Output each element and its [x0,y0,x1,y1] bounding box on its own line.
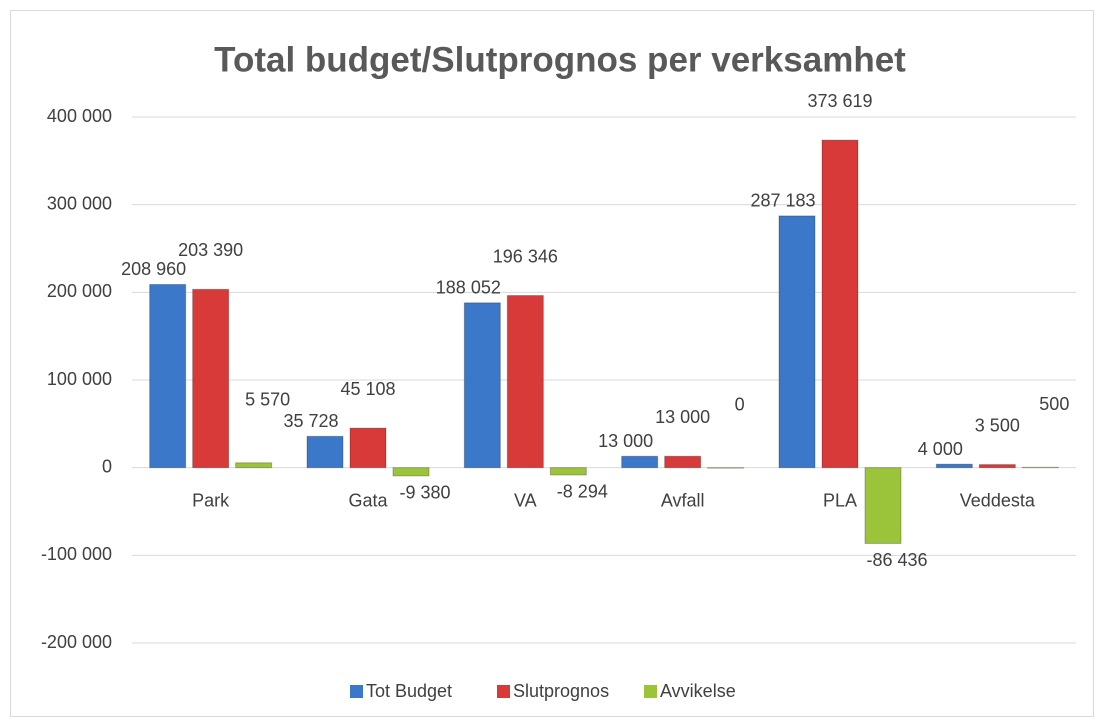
bar [235,462,273,469]
bar [349,427,387,469]
data-label: 13 000 [655,407,710,427]
data-label: -86 436 [866,550,927,570]
bar [506,295,544,469]
legend-swatch [350,685,363,698]
data-label: 4 000 [918,439,963,459]
x-tick-label: VA [514,490,537,510]
bar [192,288,230,469]
bar [149,283,187,469]
y-tick-label: 400 000 [47,106,112,126]
y-tick-label: 200 000 [47,281,112,301]
data-label: 373 619 [807,91,872,111]
x-tick-label: Veddesta [960,490,1036,510]
data-label: 5 570 [245,390,290,410]
bar [707,467,745,469]
data-label: 3 500 [975,415,1020,435]
bar [549,467,587,476]
data-label: 13 000 [598,431,653,451]
bar [821,139,859,469]
y-tick-label: -200 000 [41,632,112,652]
bar [778,215,816,469]
data-label: 203 390 [178,240,243,260]
y-tick-label: 100 000 [47,369,112,389]
legend-label: Slutprognos [513,681,609,701]
bar [935,463,973,469]
x-tick-label: Avfall [661,490,705,510]
bar [664,455,702,469]
legend-label: Avvikelse [660,681,736,701]
bar [392,467,430,477]
x-tick-label: Park [192,490,230,510]
bar [978,464,1016,469]
data-label: -8 294 [557,482,608,502]
x-tick-label: Gata [348,490,388,510]
data-label: -9 380 [399,483,450,503]
bar [463,302,501,469]
chart-title: Total budget/Slutprognos per verksamhet [214,40,906,79]
bar [864,467,902,544]
data-label: 287 183 [750,191,815,211]
data-label: 196 346 [493,246,558,266]
data-label: 500 [1039,394,1069,414]
legend-swatch [644,685,657,698]
data-label: 188 052 [436,278,501,298]
data-label: 35 728 [283,411,338,431]
y-tick-label: 300 000 [47,193,112,213]
bar [621,455,659,469]
legend-swatch [497,685,510,698]
data-label: 0 [735,394,745,414]
x-tick-label: PLA [823,490,857,510]
bar [1021,466,1059,469]
data-label: 208 960 [121,259,186,279]
y-tick-label: 0 [102,456,112,476]
data-label: 45 108 [340,379,395,399]
bar [306,435,344,469]
y-tick-label: -100 000 [41,544,112,564]
legend-label: Tot Budget [366,681,452,701]
chart-border [10,10,1094,717]
